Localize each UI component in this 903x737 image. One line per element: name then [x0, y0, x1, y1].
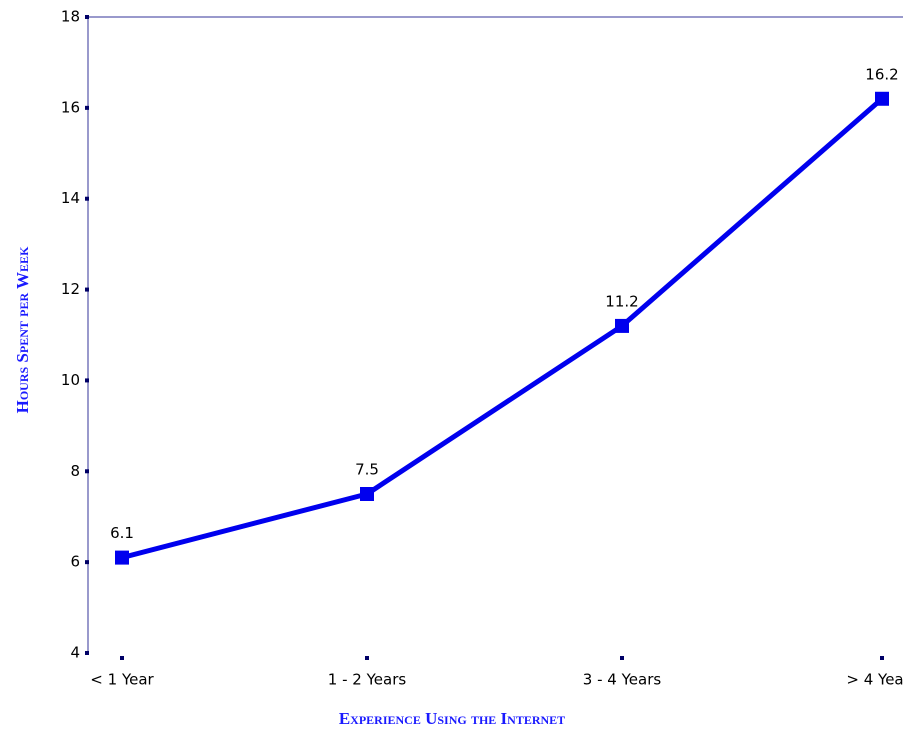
y-tick-mark	[85, 651, 89, 655]
data-label: 7.5	[355, 461, 379, 479]
y-tick-label: 10	[61, 371, 80, 389]
y-axis-title: Hours Spent per Week	[13, 246, 32, 413]
y-tick-label: 4	[70, 644, 80, 662]
y-tick-mark	[85, 287, 89, 292]
x-tick-mark	[620, 656, 624, 660]
x-tick-label: > 4 Years	[846, 671, 903, 689]
marker	[360, 487, 374, 501]
x-axis-title: Experience Using the Internet	[339, 709, 565, 728]
marker	[115, 550, 129, 565]
y-tick-mark	[85, 560, 89, 565]
y-tick-label: 16	[61, 98, 80, 116]
y-tick-label: 14	[61, 189, 80, 207]
y-tick-label: 8	[70, 462, 80, 480]
x-tick-mark	[120, 656, 124, 660]
y-tick-mark	[85, 105, 89, 110]
y-tick-mark	[85, 196, 89, 201]
y-tick-label: 18	[61, 8, 80, 26]
x-tick-label: 3 - 4 Years	[583, 671, 662, 689]
y-tick-mark	[85, 15, 89, 19]
x-tick-label: < 1 Year	[90, 671, 154, 689]
y-tick-mark	[85, 378, 89, 383]
y-tick-mark	[85, 469, 89, 474]
y-tick-label: 12	[61, 280, 80, 298]
line	[121, 96, 884, 561]
data-label: 16.2	[865, 65, 898, 83]
x-tick-mark	[365, 656, 369, 660]
marker	[875, 91, 889, 106]
data-label: 6.1	[110, 524, 134, 542]
marker	[615, 318, 629, 333]
x-tick-label: 1 - 2 Years	[328, 671, 407, 689]
y-tick-label: 6	[70, 553, 80, 571]
x-tick-mark	[880, 656, 884, 660]
data-label: 11.2	[605, 292, 638, 310]
